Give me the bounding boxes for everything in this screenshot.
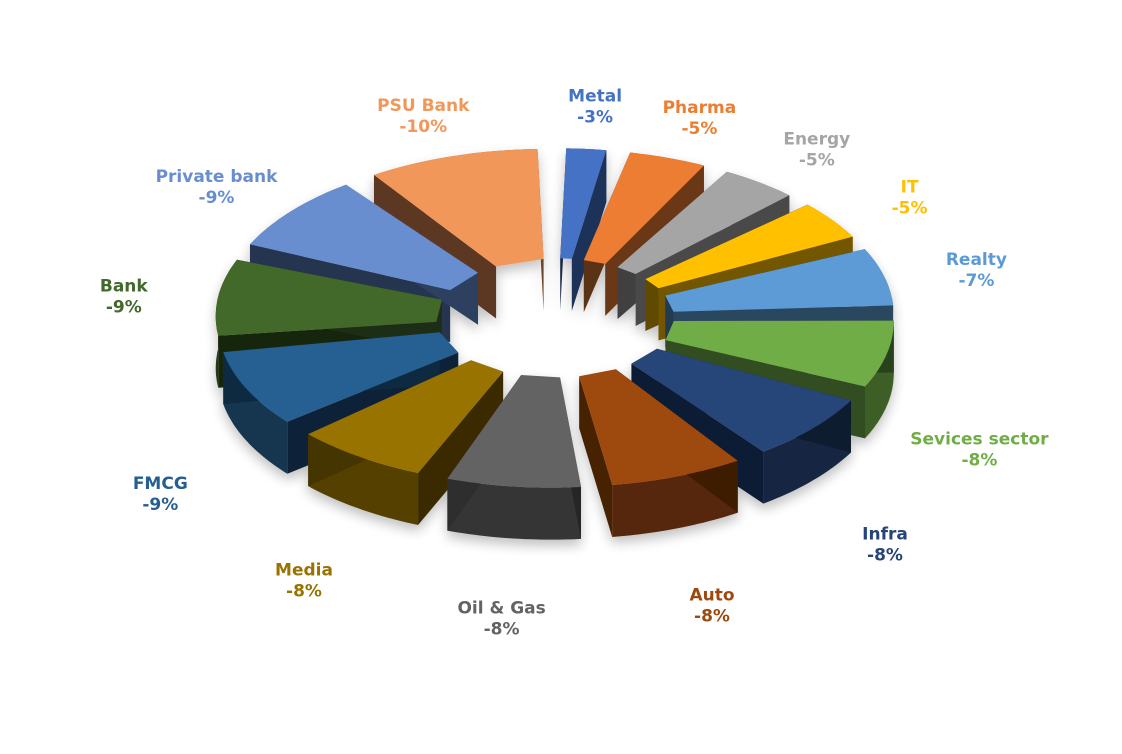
label-bank-value: -9% — [106, 297, 142, 317]
label-psu-bank-value: -10% — [399, 117, 447, 137]
slice-auto-wall — [579, 376, 613, 537]
label-infra-category: Infra — [862, 524, 908, 544]
label-pharma: Pharma -5% — [663, 98, 737, 139]
label-private-bank-value: -9% — [199, 188, 235, 208]
label-realty: Realty -7% — [946, 250, 1007, 291]
label-it: IT -5% — [892, 178, 928, 219]
slice-realty-top — [665, 249, 894, 312]
slice-bank-top — [215, 259, 442, 336]
slice-psu-bank-top — [374, 149, 544, 267]
label-energy-value: -5% — [799, 151, 835, 171]
label-metal-value: -3% — [577, 108, 613, 128]
slice-sevices-sector-side — [865, 320, 894, 439]
slice-oil-gas-top — [447, 375, 581, 488]
label-oil-gas-category: Oil & Gas — [457, 599, 545, 619]
label-bank-category: Bank — [100, 276, 149, 296]
slice-oil-gas — [447, 375, 581, 540]
slice-media-wall — [418, 371, 504, 525]
label-bank: Bank -9% — [100, 276, 149, 317]
label-auto-value: -8% — [694, 607, 730, 627]
label-pharma-category: Pharma — [663, 98, 737, 118]
slice-energy-top — [617, 171, 790, 274]
label-sevices-sector: Sevices sector -8% — [910, 430, 1049, 471]
slice-media — [308, 360, 504, 525]
label-psu-bank: PSU Bank -10% — [377, 96, 470, 137]
slice-pharma-top — [583, 152, 704, 264]
label-it-value: -5% — [892, 199, 928, 219]
label-sevices-sector-category: Sevices sector — [910, 430, 1049, 450]
slice-metal-wall — [571, 150, 607, 311]
slice-auto-top — [579, 369, 738, 485]
label-private-bank-category: Private bank — [156, 167, 279, 187]
label-energy: Energy -5% — [783, 130, 850, 171]
label-fmcg-category: FMCG — [133, 474, 188, 494]
label-auto-category: Auto — [689, 586, 734, 606]
label-sevices-sector-value: -8% — [961, 451, 997, 471]
label-oil-gas-value: -8% — [484, 620, 520, 640]
label-pharma-value: -5% — [681, 119, 717, 139]
slice-infra-top — [631, 348, 851, 452]
label-metal: Metal -3% — [568, 87, 622, 128]
label-realty-category: Realty — [946, 250, 1007, 270]
slice-media-top — [308, 360, 504, 473]
slice-metal-top — [560, 148, 607, 259]
label-media-category: Media — [275, 560, 333, 580]
label-infra-value: -8% — [867, 545, 903, 565]
slice-it-top — [645, 204, 853, 289]
label-fmcg: FMCG -9% — [133, 474, 188, 515]
label-oil-gas: Oil & Gas -8% — [457, 599, 545, 640]
label-media-value: -8% — [286, 581, 322, 601]
label-it-category: IT — [901, 178, 919, 198]
slice-metal — [560, 148, 607, 311]
label-realty-value: -7% — [958, 271, 994, 291]
slice-fmcg-top — [223, 332, 459, 422]
label-infra: Infra -8% — [862, 524, 908, 565]
label-metal-category: Metal — [568, 87, 622, 107]
slice-oil-gas-side — [447, 478, 581, 540]
label-private-bank: Private bank -9% — [156, 167, 279, 208]
slice-sevices-sector-top — [665, 320, 894, 387]
label-media: Media -8% — [275, 560, 333, 601]
label-energy-category: Energy — [783, 130, 850, 150]
label-psu-bank-category: PSU Bank — [377, 96, 470, 116]
slice-private-bank-top — [250, 184, 478, 291]
label-auto: Auto -8% — [689, 586, 734, 627]
slice-auto — [579, 369, 738, 537]
label-fmcg-value: -9% — [142, 495, 178, 515]
